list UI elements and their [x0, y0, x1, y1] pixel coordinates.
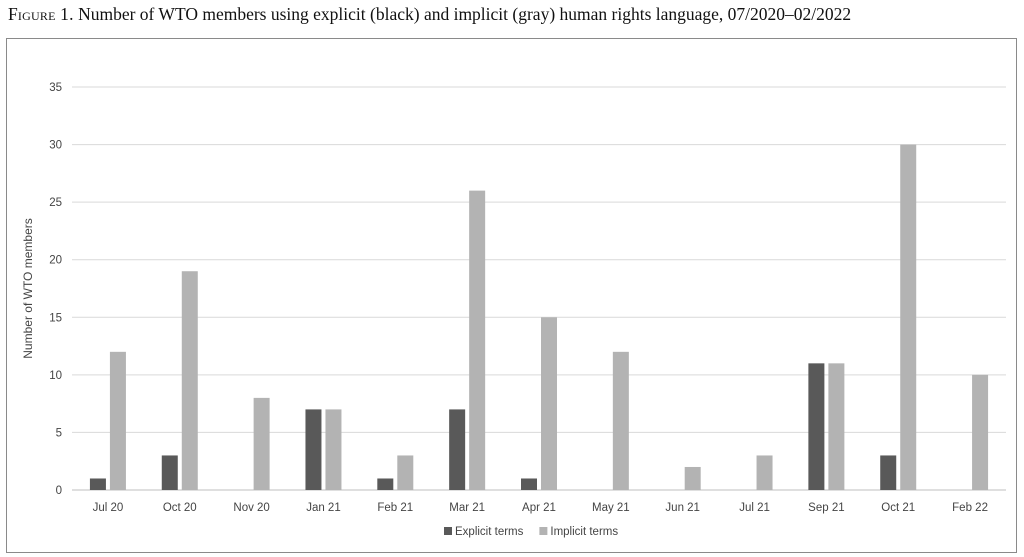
x-tick-label: Jul 20	[93, 502, 124, 514]
x-tick-label: Jul 21	[739, 502, 770, 514]
bar-implicit	[972, 374, 989, 490]
bar-series	[89, 144, 989, 491]
bar-explicit	[449, 409, 466, 490]
bar-explicit	[880, 455, 897, 490]
figure-caption: Figure 1. Number of WTO members using ex…	[8, 4, 1018, 25]
bar-implicit	[612, 351, 629, 490]
y-tick-label: 15	[49, 312, 62, 324]
bar-explicit	[161, 455, 178, 490]
y-tick-label: 0	[56, 485, 62, 497]
y-tick-label: 5	[56, 427, 62, 439]
x-axis-ticks: Jul 20 Oct 20 Nov 20 Jan 21 Feb 21 Mar 21 Apr …	[93, 502, 988, 514]
bar-explicit	[808, 363, 825, 490]
legend-label-explicit: Explicit terms	[455, 526, 524, 538]
y-tick-label: 35	[49, 82, 62, 94]
x-tick-label: Apr 21	[522, 502, 556, 514]
figure-label: Figure 1.	[8, 4, 74, 24]
bar-explicit	[521, 478, 537, 490]
bar-implicit	[181, 271, 198, 490]
bar-implicit	[756, 455, 773, 490]
legend-label-implicit: Implicit terms	[550, 526, 618, 538]
bar-implicit	[900, 144, 917, 491]
x-tick-label: Mar 21	[449, 502, 485, 514]
bar-implicit	[253, 397, 270, 490]
bar-implicit	[684, 466, 701, 490]
bar-explicit	[377, 478, 394, 490]
y-axis-title: Number of WTO members	[21, 218, 35, 358]
legend-swatch-explicit	[444, 527, 452, 535]
bar-explicit	[305, 409, 322, 490]
x-tick-label: Feb 21	[377, 502, 413, 514]
x-tick-label: Sep 21	[808, 502, 844, 514]
legend: Explicit terms Implicit terms	[444, 526, 618, 538]
y-tick-label: 20	[49, 255, 62, 267]
chart-frame	[6, 38, 1017, 553]
bar-explicit	[89, 478, 106, 490]
legend-swatch-implicit	[539, 527, 548, 535]
x-tick-label: Jan 21	[306, 502, 341, 514]
gridlines	[72, 86, 1006, 491]
bar-implicit	[109, 351, 126, 490]
bar-implicit	[541, 317, 557, 490]
y-tick-label: 30	[49, 140, 62, 152]
bar-implicit	[325, 409, 342, 490]
x-tick-label: Feb 22	[952, 502, 988, 514]
x-tick-label: Jun 21	[665, 502, 700, 514]
y-tick-label: 10	[49, 370, 62, 382]
bar-implicit	[397, 455, 414, 490]
x-tick-label: Oct 20	[163, 502, 197, 514]
y-tick-label: 25	[49, 197, 62, 209]
figure-caption-text: Number of WTO members using explicit (bl…	[78, 4, 852, 24]
x-tick-label: Nov 20	[233, 502, 269, 514]
x-tick-label: Oct 21	[881, 502, 915, 514]
x-tick-label: May 21	[592, 502, 630, 514]
bar-implicit	[469, 190, 486, 490]
y-axis-ticks: 0 5 10 15 20 25 30 35	[49, 82, 62, 497]
bar-implicit	[828, 363, 845, 490]
